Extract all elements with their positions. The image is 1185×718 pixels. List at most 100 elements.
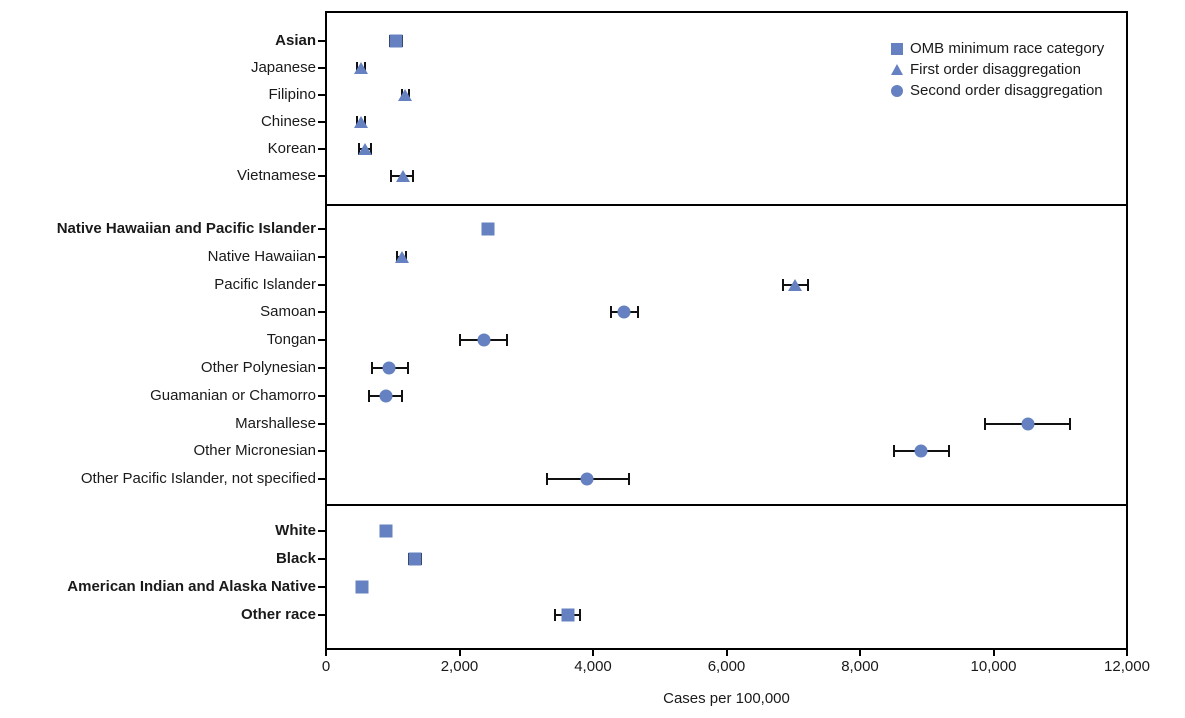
error-bar-cap-high bbox=[628, 473, 631, 486]
x-axis-tick bbox=[458, 648, 461, 656]
triangle-marker bbox=[358, 143, 373, 155]
panel-divider-1 bbox=[325, 204, 1128, 206]
circle-marker-icon bbox=[891, 84, 903, 97]
category-label: Chinese bbox=[260, 113, 316, 130]
legend-item: First order disaggregation bbox=[891, 59, 1104, 80]
circle-marker bbox=[477, 333, 491, 347]
category-label: Black bbox=[275, 550, 316, 567]
category-axis-tick bbox=[318, 450, 326, 453]
category-axis-tick bbox=[318, 94, 326, 96]
triangle-marker bbox=[354, 62, 369, 74]
category-axis-tick bbox=[318, 121, 326, 123]
x-axis-tick bbox=[592, 648, 594, 656]
circle-marker bbox=[580, 472, 594, 486]
category-axis-tick bbox=[318, 558, 326, 560]
category-axis-tick bbox=[318, 175, 326, 177]
error-bar-cap-low bbox=[371, 362, 374, 374]
legend-item: Second order disaggregation bbox=[891, 80, 1104, 101]
x-axis-tick bbox=[992, 648, 995, 656]
circle-marker bbox=[1021, 417, 1035, 431]
square-marker bbox=[561, 608, 575, 622]
category-axis-tick bbox=[318, 148, 326, 150]
circle-marker bbox=[617, 305, 631, 319]
error-bar-cap-low bbox=[893, 445, 896, 458]
triangle-marker bbox=[354, 116, 369, 128]
circle-marker bbox=[382, 361, 396, 375]
category-axis-tick bbox=[318, 422, 326, 425]
x-axis-tick-label: 2,000 bbox=[440, 658, 479, 675]
x-axis-title: Cases per 100,000 bbox=[663, 690, 790, 707]
triangle-marker-icon bbox=[891, 64, 903, 75]
error-bar-cap-low bbox=[983, 417, 986, 430]
category-axis-tick bbox=[318, 311, 326, 314]
error-bar-cap-low bbox=[368, 389, 371, 402]
circle-marker bbox=[914, 444, 928, 458]
category-label: Samoan bbox=[260, 303, 316, 321]
x-axis-tick-label: 0 bbox=[321, 658, 331, 675]
triangle-marker bbox=[398, 89, 413, 101]
x-axis-tick-label: 12,000 bbox=[1104, 658, 1150, 675]
legend-label: Second order disaggregation bbox=[910, 82, 1103, 99]
category-axis-tick bbox=[318, 283, 326, 286]
category-label: White bbox=[275, 522, 316, 539]
x-axis-tick bbox=[1126, 648, 1128, 656]
category-axis-tick bbox=[318, 367, 326, 369]
error-bar-cap-high bbox=[401, 389, 404, 402]
error-bar-cap-high bbox=[407, 362, 410, 374]
x-axis-tick bbox=[325, 648, 327, 656]
category-label: Filipino bbox=[268, 86, 316, 103]
triangle-marker bbox=[396, 170, 411, 182]
x-axis-tick bbox=[725, 648, 728, 656]
error-bar-cap-low bbox=[389, 170, 392, 182]
category-label: Korean bbox=[267, 140, 316, 157]
error-bar-cap-low bbox=[553, 609, 556, 621]
x-axis-tick-label: 10,000 bbox=[970, 658, 1017, 675]
category-axis-tick bbox=[318, 339, 326, 342]
square-marker bbox=[355, 580, 369, 594]
legend-label: OMB minimum race category bbox=[910, 40, 1105, 57]
error-bar-cap-high bbox=[1069, 417, 1072, 430]
category-label: Asian bbox=[275, 32, 316, 49]
category-label: Other Polynesian bbox=[200, 359, 316, 376]
category-axis-tick bbox=[318, 478, 326, 481]
error-bar-cap-high bbox=[578, 609, 581, 621]
plot-frame bbox=[325, 11, 1128, 650]
category-label: Other Micronesian bbox=[193, 442, 316, 460]
x-axis-tick-label: 6,000 bbox=[707, 658, 746, 675]
square-marker bbox=[408, 552, 422, 566]
category-axis-tick bbox=[318, 228, 326, 230]
error-bar-cap-high bbox=[506, 334, 509, 347]
category-axis-tick bbox=[318, 530, 326, 532]
category-label: Vietnamese bbox=[237, 167, 316, 184]
category-label: Guamanian or Chamorro bbox=[150, 386, 316, 404]
category-label: American Indian and Alaska Native bbox=[67, 578, 316, 595]
error-bar-cap-low bbox=[545, 473, 548, 486]
category-label: Native Hawaiian bbox=[207, 247, 316, 265]
error-bar-cap-high bbox=[948, 445, 951, 458]
x-axis-tick-label: 8,000 bbox=[841, 658, 879, 675]
square-marker bbox=[481, 222, 495, 236]
category-axis-tick bbox=[318, 40, 326, 42]
triangle-marker bbox=[395, 250, 410, 263]
category-axis-tick bbox=[318, 67, 326, 69]
error-bar-cap-low bbox=[609, 306, 612, 319]
category-label: Pacific Islander bbox=[214, 275, 316, 293]
error-bar-cap-high bbox=[637, 306, 640, 319]
category-label: Marshallese bbox=[235, 414, 316, 432]
x-axis-tick-label: 4,000 bbox=[574, 658, 612, 675]
category-label: Other Pacific Islander, not specified bbox=[80, 470, 316, 488]
legend-label: First order disaggregation bbox=[910, 61, 1081, 78]
square-marker bbox=[379, 524, 393, 538]
circle-marker bbox=[379, 389, 393, 403]
legend-item: OMB minimum race category bbox=[891, 38, 1104, 59]
category-label: Tongan bbox=[266, 331, 316, 349]
category-label: Native Hawaiian and Pacific Islander bbox=[56, 220, 316, 237]
error-bar-cap-low bbox=[781, 278, 784, 291]
category-label: Other race bbox=[240, 606, 316, 623]
panel-divider-2 bbox=[325, 504, 1128, 506]
category-axis-tick bbox=[318, 394, 326, 397]
category-label: Japanese bbox=[250, 59, 316, 76]
triangle-marker bbox=[787, 278, 802, 291]
legend: OMB minimum race category First order di… bbox=[891, 38, 1104, 101]
